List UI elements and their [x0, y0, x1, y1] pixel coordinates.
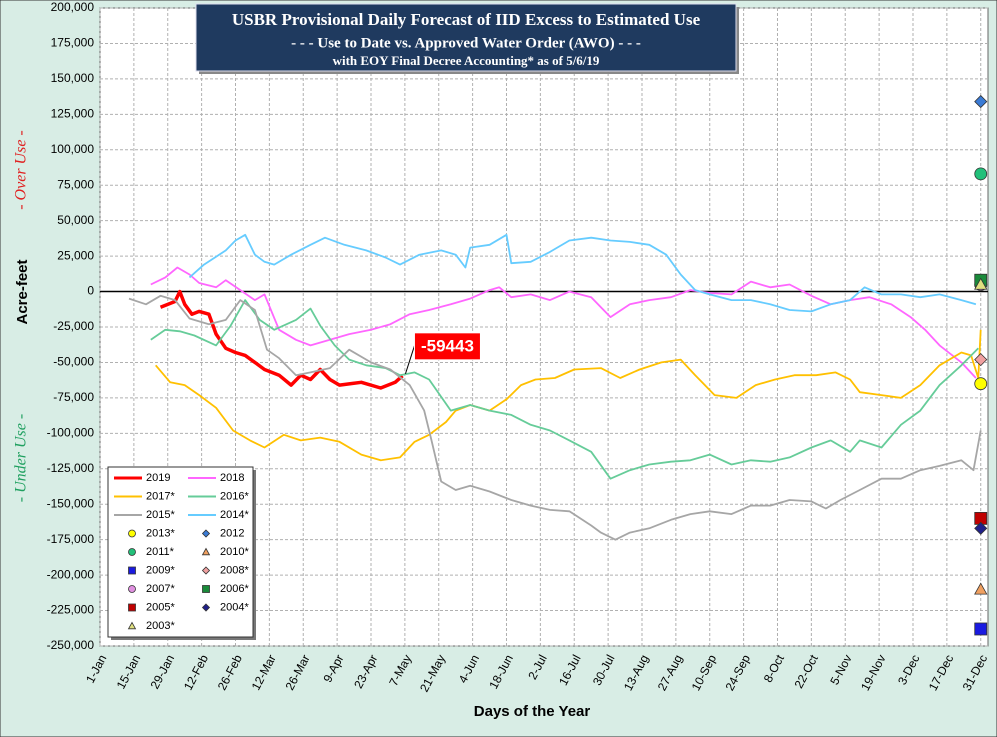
series-line [150, 299, 979, 480]
y-tick-label: 125,000 [51, 107, 95, 121]
annotation-box [413, 332, 481, 361]
series-line [128, 294, 982, 541]
legend-swatch [128, 603, 136, 612]
legend-label: 2014* [220, 509, 249, 521]
legend-label: 2006* [220, 583, 249, 595]
legend-swatch [128, 529, 136, 538]
legend-swatch [128, 566, 136, 575]
y-tick-label: -175,000 [47, 532, 95, 546]
legend-label: 2015* [146, 509, 175, 521]
legend-swatch [201, 529, 211, 538]
y-tick-label: -25,000 [53, 319, 94, 333]
legend-label: 2003* [146, 620, 175, 632]
y-tick-label: -250,000 [47, 638, 95, 652]
legend-label: 2005* [146, 601, 175, 613]
y-tick-label: 25,000 [57, 248, 94, 262]
legend-swatch [201, 566, 211, 575]
legend-label: 2019 [146, 472, 170, 484]
year-end-marker [974, 167, 988, 181]
y-tick-label: 200,000 [51, 0, 95, 14]
annotation-label: -59443 [421, 336, 474, 355]
series-line [155, 329, 982, 462]
legend-swatch [201, 603, 211, 612]
y-tick-label: -200,000 [47, 567, 95, 581]
y-tick-label: 100,000 [51, 142, 95, 156]
legend-label: 2018 [220, 472, 244, 484]
legend-label: 2012 [220, 527, 244, 539]
annotation-leader [404, 345, 415, 374]
y-tick-label: 175,000 [51, 36, 95, 50]
y-tick-label: -225,000 [47, 603, 95, 617]
year-end-marker [974, 622, 988, 636]
title-panel [195, 3, 737, 72]
series-line [159, 289, 404, 390]
y-tick-label: 0 [87, 284, 94, 298]
legend-swatch [127, 621, 137, 630]
legend-swatch [201, 547, 211, 556]
legend-label: 2013* [146, 527, 175, 539]
y-tick-label: 50,000 [57, 213, 94, 227]
y-tick-label: -75,000 [53, 390, 94, 404]
chart-subtitle: - - - Use to Date vs. Approved Water Ord… [291, 35, 641, 51]
year-end-marker [974, 95, 988, 109]
legend-swatch [202, 585, 210, 593]
year-end-marker [974, 521, 988, 535]
title-box: USBR Provisional Daily Forecast of IID E… [195, 3, 739, 74]
y-axis-label: Acre-feet [14, 259, 31, 324]
legend: 2019 2018 2017* 2016* 2015* 2014* 2013* 2012 201… [107, 466, 256, 640]
y-tick-label: -150,000 [47, 496, 95, 510]
year-end-marker [974, 582, 988, 595]
y-tick-label: -100,000 [47, 426, 95, 440]
legend-label: 2017* [146, 490, 175, 502]
legend-label: 2007* [146, 583, 175, 595]
series-line [188, 233, 977, 313]
legend-label: 2010* [220, 546, 249, 558]
y-tick-label: -125,000 [47, 461, 95, 475]
x-axis-label: Days of the Year [474, 703, 591, 720]
legend-swatch [128, 585, 136, 593]
chart-subtitle-2: with EOY Final Decree Accounting* as of … [333, 53, 600, 68]
y-tick-label: 75,000 [57, 177, 94, 191]
chart-title: USBR Provisional Daily Forecast of IID E… [232, 10, 701, 29]
legend-label: 2009* [146, 564, 175, 576]
legend-label: 2004* [220, 601, 249, 613]
year-end-marker [974, 277, 988, 290]
over-use-label: - Over Use - [13, 130, 30, 210]
legend-label: 2016* [220, 490, 249, 502]
under-use-label: - Under Use - [13, 414, 30, 502]
legend-swatch [128, 548, 136, 556]
legend-label: 2011* [146, 546, 175, 558]
legend-label: 2008* [220, 564, 249, 576]
year-end-marker [974, 377, 988, 391]
year-end-marker [974, 353, 988, 367]
y-tick-label: -50,000 [53, 355, 94, 369]
y-tick-label: 150,000 [51, 71, 95, 85]
